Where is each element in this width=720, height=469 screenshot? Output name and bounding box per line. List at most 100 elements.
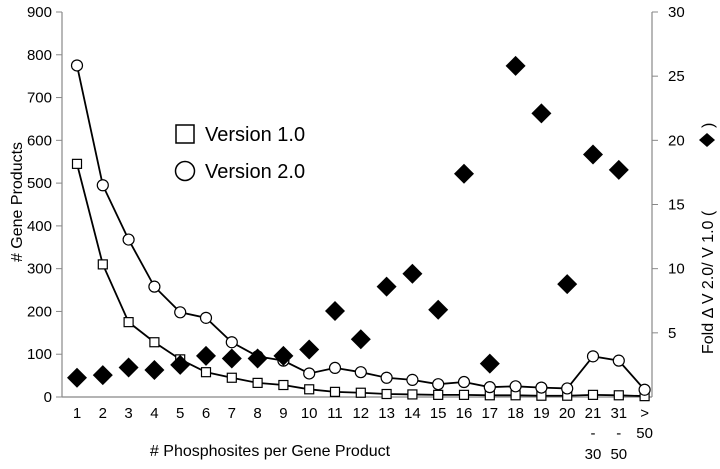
x-tick-label: 12 xyxy=(352,405,369,422)
x-tick-label: 15 xyxy=(430,405,447,422)
left-y-tick-label: 600 xyxy=(27,132,52,149)
x-tick-label: 13 xyxy=(378,405,395,422)
data-point-diamond xyxy=(557,274,578,295)
x-tick-label: 10 xyxy=(301,405,318,422)
x-tick-label: > xyxy=(640,405,649,422)
data-point-square xyxy=(149,337,160,348)
left-y-tick-label: 400 xyxy=(27,218,52,235)
left-y-tick-label: 200 xyxy=(27,303,52,320)
data-point-circle xyxy=(174,306,187,319)
x-tick-label: 9 xyxy=(279,405,287,422)
x-tick-label: 21 xyxy=(585,405,602,422)
diamond-marker-icon xyxy=(699,133,715,147)
data-point-circle xyxy=(483,381,496,394)
series-line xyxy=(76,163,645,398)
data-point-diamond xyxy=(583,144,603,165)
right-y-axis-label-close: ) xyxy=(700,123,717,128)
legend-circle-icon xyxy=(174,160,196,182)
x-tick-label: - xyxy=(616,425,621,442)
x-tick-label: 18 xyxy=(507,405,524,422)
data-point-diamond xyxy=(170,354,191,375)
data-point-diamond xyxy=(505,55,526,76)
data-point-diamond xyxy=(221,348,242,369)
data-point-square xyxy=(355,387,366,398)
right-y-tick-label: 25 xyxy=(668,68,685,85)
left-y-tick-label: 300 xyxy=(27,261,52,278)
x-tick-label: 5 xyxy=(176,405,184,422)
series-square xyxy=(71,158,650,402)
data-point-diamond xyxy=(144,360,165,381)
legend: Version 1.0 Version 2.0 xyxy=(174,124,305,183)
left-y-tick-label: 500 xyxy=(27,175,52,192)
x-tick-label: 17 xyxy=(481,405,498,422)
data-point-circle xyxy=(354,366,367,379)
x-tick-label: 4 xyxy=(150,405,158,422)
right-y-axis-label: Fold Δ V 2.0/ V 1.0 ( ) xyxy=(699,123,717,354)
x-tick-label: 20 xyxy=(559,405,576,422)
data-point-circle xyxy=(148,280,161,293)
data-point-square xyxy=(329,386,341,397)
data-point-circle xyxy=(122,233,135,246)
x-tick-label: 6 xyxy=(202,405,210,422)
data-point-circle xyxy=(457,375,471,389)
left-y-tick-label: 100 xyxy=(27,346,52,363)
data-point-square xyxy=(226,372,237,383)
x-tick-label: 8 xyxy=(253,405,261,422)
x-tick-label: 2 xyxy=(99,405,107,422)
x-tick-label: 16 xyxy=(456,405,473,422)
data-point-diamond xyxy=(350,329,371,350)
data-point-circle xyxy=(638,383,651,396)
data-point-diamond xyxy=(67,367,87,388)
right-y-tick-label: 30 xyxy=(668,4,685,21)
data-point-square xyxy=(613,390,624,401)
x-axis-label: # Phosphosites per Gene Product xyxy=(150,443,391,460)
x-tick-label: - xyxy=(591,425,596,442)
x-tick-label: 19 xyxy=(533,405,550,422)
data-point-circle xyxy=(380,371,393,384)
data-point-circle xyxy=(199,311,213,324)
data-point-diamond xyxy=(92,365,113,386)
data-point-square xyxy=(587,389,599,400)
data-point-circle xyxy=(303,367,316,380)
x-tick-label: 1 xyxy=(73,405,81,422)
data-point-square xyxy=(304,384,315,395)
data-point-diamond xyxy=(531,103,552,124)
right-y-axis-label-text: Fold Δ V 2.0/ V 1.0 ( xyxy=(700,210,717,354)
data-point-square xyxy=(433,389,444,400)
data-point-diamond xyxy=(196,345,216,366)
x-tick-label: 31 xyxy=(610,405,627,422)
data-point-diamond xyxy=(402,263,423,284)
x-tick-label: 11 xyxy=(327,405,343,422)
x-tick-label: 3 xyxy=(124,405,132,422)
data-point-circle xyxy=(612,354,625,367)
data-point-square xyxy=(123,317,134,328)
data-point-square xyxy=(381,388,392,400)
data-point-square xyxy=(407,389,418,400)
data-point-circle xyxy=(586,350,600,363)
data-point-circle xyxy=(432,378,445,391)
x-tick-label: 30 xyxy=(585,446,602,463)
tick-labels: 0100200300400500600700800900510152025301… xyxy=(27,4,685,463)
data-point-circle xyxy=(328,361,342,375)
left-y-tick-label: 900 xyxy=(27,4,52,21)
data-point-circle xyxy=(535,381,548,394)
x-tick-label: 14 xyxy=(404,405,421,422)
legend-version-2: Version 2.0 xyxy=(205,161,305,183)
x-tick-label: 7 xyxy=(228,405,236,422)
left-y-axis-label: # Gene Products xyxy=(9,142,26,262)
data-point-circle xyxy=(225,336,238,349)
data-point-square xyxy=(71,158,83,169)
data-point-diamond xyxy=(608,159,629,180)
data-point-diamond xyxy=(428,299,449,320)
data-point-circle xyxy=(509,380,522,393)
left-y-tick-label: 800 xyxy=(27,47,52,64)
data-point-square xyxy=(278,379,289,391)
x-tick-label: 50 xyxy=(636,425,653,442)
data-point-diamond xyxy=(299,339,320,360)
data-point-diamond xyxy=(247,348,268,369)
data-point-diamond xyxy=(454,163,474,184)
data-series xyxy=(67,55,651,402)
data-point-circle xyxy=(406,373,419,386)
data-point-diamond xyxy=(325,301,345,322)
